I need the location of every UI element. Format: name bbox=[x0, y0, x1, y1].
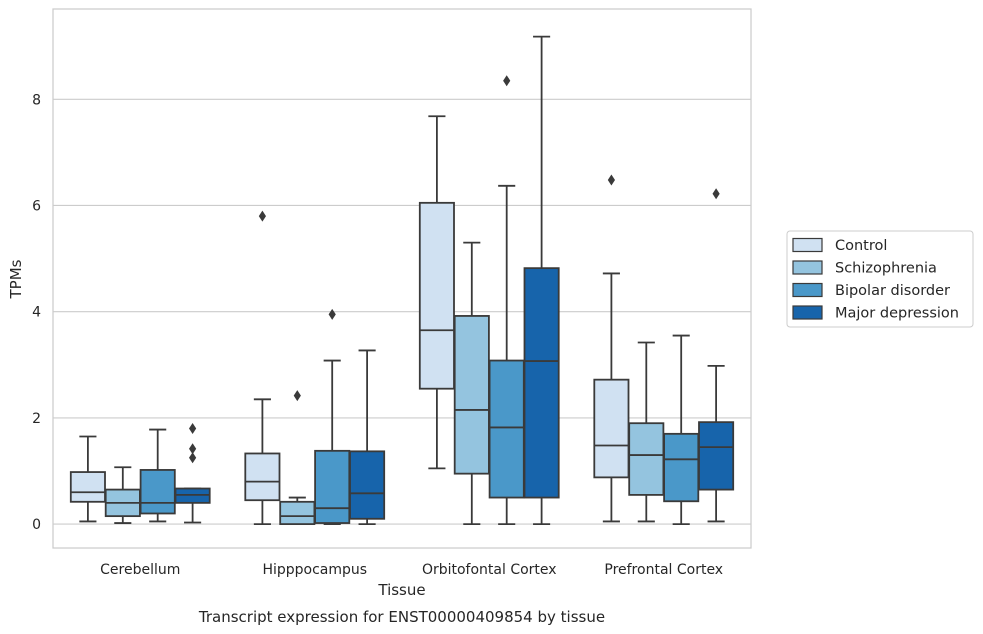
box-control bbox=[418, 115, 455, 470]
legend-swatch bbox=[792, 237, 823, 253]
outlier-point bbox=[607, 174, 615, 186]
box-iqr bbox=[279, 500, 316, 526]
y-tick-labels: 0 2 4 6 8 bbox=[32, 92, 41, 533]
legend-frame bbox=[786, 230, 974, 328]
box-major-depression bbox=[174, 423, 211, 524]
outlier-point bbox=[503, 75, 511, 87]
y-tick-label: 2 bbox=[32, 411, 41, 427]
y-gridlines bbox=[53, 98, 751, 525]
box-control bbox=[69, 435, 106, 523]
legend-label: Schizophrenia bbox=[835, 261, 937, 277]
box-iqr bbox=[453, 315, 490, 475]
box-iqr bbox=[349, 450, 386, 520]
box-iqr bbox=[628, 422, 665, 496]
box-iqr bbox=[314, 449, 351, 524]
box-control bbox=[244, 210, 281, 526]
outlier-point bbox=[328, 308, 336, 320]
box-groups bbox=[69, 35, 735, 526]
box-iqr bbox=[244, 452, 281, 502]
chart-caption: Transcript expression for ENST0000040985… bbox=[198, 608, 605, 626]
outlier-point bbox=[293, 390, 301, 402]
legend-label: Control bbox=[835, 238, 887, 254]
box-major-depression bbox=[523, 35, 560, 526]
box-bipolar-disorder bbox=[663, 334, 700, 526]
y-tick-label: 6 bbox=[32, 198, 41, 214]
box-major-depression bbox=[698, 188, 735, 523]
box-iqr bbox=[593, 378, 630, 479]
box-bipolar-disorder bbox=[488, 75, 525, 526]
box-iqr bbox=[69, 471, 106, 503]
box-iqr bbox=[418, 201, 455, 390]
box-major-depression bbox=[349, 349, 386, 526]
y-tick-label: 8 bbox=[32, 92, 41, 108]
y-tick-label: 0 bbox=[32, 517, 41, 533]
x-tick-label: Prefrontal Cortex bbox=[604, 562, 723, 578]
legend: Control Schizophrenia Bipolar disorder Majo… bbox=[786, 230, 974, 328]
x-axis-title: Tissue bbox=[377, 581, 425, 599]
x-tick-label: Orbitofontal Cortex bbox=[422, 562, 557, 578]
outlier-point bbox=[712, 188, 720, 200]
box-bipolar-disorder bbox=[314, 308, 351, 526]
box-schizophrenia bbox=[628, 341, 665, 523]
box-control bbox=[593, 174, 630, 523]
legend-swatch bbox=[792, 282, 823, 298]
box-iqr bbox=[139, 469, 176, 515]
box-iqr bbox=[698, 421, 735, 491]
box-iqr bbox=[523, 267, 560, 499]
legend-label: Major depression bbox=[835, 306, 959, 322]
x-tick-label: Hipppocampus bbox=[262, 562, 367, 578]
box-iqr bbox=[663, 432, 700, 503]
y-axis-title: TPMs bbox=[7, 259, 25, 299]
plot-area-frame bbox=[52, 8, 752, 549]
x-tick-labels: Cerebellum Hipppocampus Orbitofontal Corte… bbox=[100, 562, 723, 578]
box-bipolar-disorder bbox=[139, 428, 176, 523]
legend-label: Bipolar disorder bbox=[835, 283, 950, 299]
outlier-point bbox=[258, 210, 266, 222]
x-tick-label: Cerebellum bbox=[100, 562, 180, 578]
outlier-point bbox=[189, 452, 197, 464]
outlier-point bbox=[189, 443, 197, 455]
box-schizophrenia bbox=[104, 466, 141, 524]
box-schizophrenia bbox=[453, 241, 490, 526]
outlier-point bbox=[189, 423, 197, 435]
legend-swatch bbox=[792, 305, 823, 320]
legend-swatch bbox=[792, 260, 823, 275]
y-tick-label: 4 bbox=[32, 305, 41, 321]
box-iqr bbox=[488, 359, 525, 499]
box-schizophrenia bbox=[279, 390, 316, 526]
